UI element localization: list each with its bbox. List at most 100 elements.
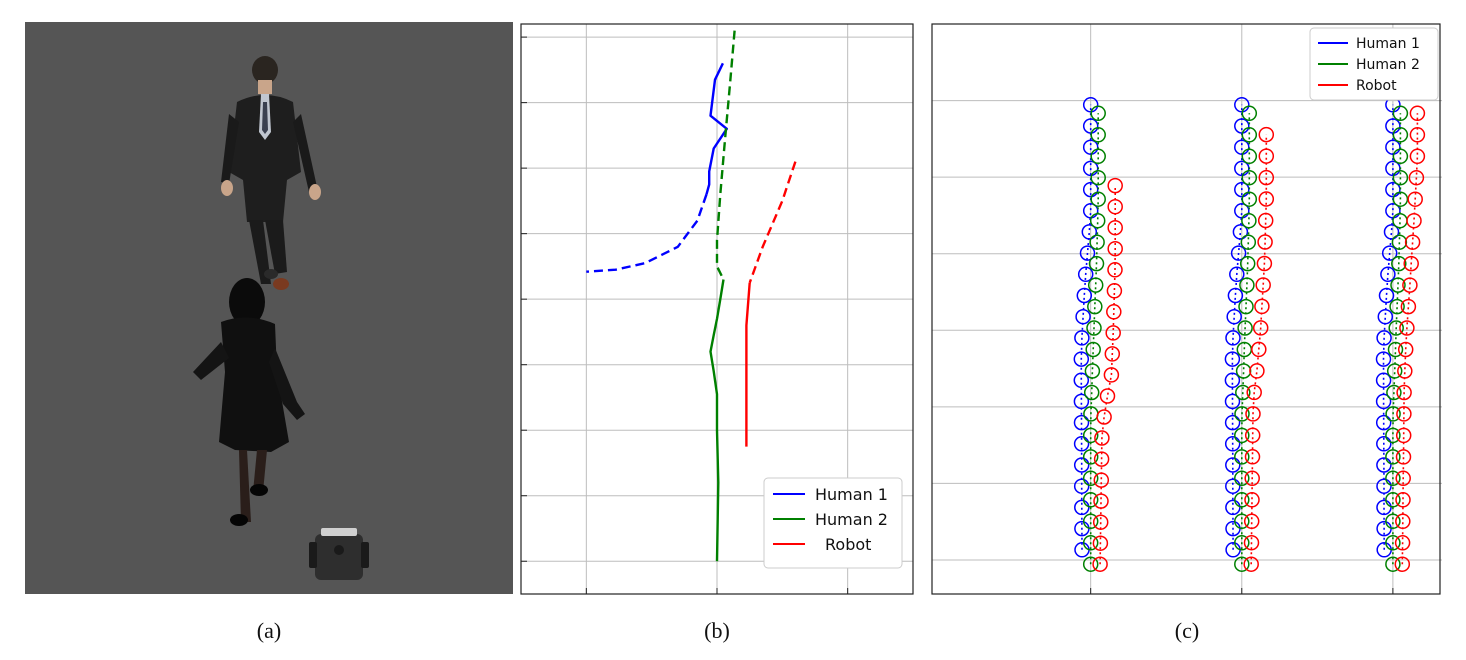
chart-c-point-human-1 xyxy=(1385,139,1401,155)
chart-c-point-human-1 xyxy=(1073,372,1090,389)
chart-c-point-human-1 xyxy=(1224,393,1241,410)
chart-c-point-human-1 xyxy=(1376,436,1392,452)
chart-c-point-robot xyxy=(1251,341,1267,358)
simulation-scene xyxy=(25,22,513,594)
chart-c-point-human-2 xyxy=(1239,255,1256,272)
chart-c-point-robot xyxy=(1243,556,1259,572)
chart-c-point-human-2 xyxy=(1386,384,1402,401)
chart-c-point-robot xyxy=(1246,384,1262,401)
chart-c-point-human-2 xyxy=(1086,320,1102,336)
chart-c-point-human-1 xyxy=(1385,181,1401,198)
chart-c-point-human-2 xyxy=(1234,556,1250,572)
chart-b-svg: Human 1 Human 2 Robot xyxy=(520,23,914,595)
chart-c-point-human-2 xyxy=(1234,406,1250,422)
chart-c-path-robot-0 xyxy=(1099,185,1116,565)
chart-c-point-robot xyxy=(1243,534,1260,551)
chart-c-point-human-2 xyxy=(1385,535,1401,551)
chart-c-point-robot xyxy=(1244,492,1260,508)
chart-c-point-robot xyxy=(1254,298,1270,315)
chart-c-point-human-2 xyxy=(1241,127,1258,143)
chart-c-legend-robot: Robot xyxy=(1356,78,1397,94)
chart-c-point-robot xyxy=(1249,363,1265,379)
chart-c-point-human-1 xyxy=(1375,414,1392,431)
chart-c-point-robot xyxy=(1093,493,1109,509)
chart-c-point-human-1 xyxy=(1376,330,1392,346)
caption-b: (b) xyxy=(704,618,730,643)
chart-c-point-robot xyxy=(1409,127,1426,143)
chart-c-point-human-1 xyxy=(1077,266,1094,283)
chart-c-point-human-1 xyxy=(1376,478,1392,494)
chart-c-point-human-1 xyxy=(1226,308,1242,325)
chart-c-point-human-2 xyxy=(1392,148,1409,165)
chart-c-legend-human1: Human 1 xyxy=(1356,36,1420,52)
chart-c-point-robot xyxy=(1106,304,1122,320)
chart-c-point-human-2 xyxy=(1385,427,1401,444)
chart-b-legend-human2: Human 2 xyxy=(815,510,888,529)
chart-c-point-human-1 xyxy=(1224,414,1241,431)
robot-figure xyxy=(309,528,369,580)
chart-b-lines xyxy=(586,30,797,562)
chart-c-point-robot xyxy=(1258,191,1275,207)
chart-c-point-human-2 xyxy=(1234,470,1250,487)
chart-b-legend-human1: Human 1 xyxy=(815,485,888,504)
chart-c-point-robot xyxy=(1093,472,1110,488)
chart-c-point-human-2 xyxy=(1392,105,1409,122)
chart-c-point-human-2 xyxy=(1392,191,1409,207)
chart-c-point-human-1 xyxy=(1073,351,1090,367)
chart-c-point-robot xyxy=(1397,341,1414,358)
chart-c-point-human-1 xyxy=(1082,181,1099,198)
chart-c-point-human-2 xyxy=(1234,513,1250,530)
chart-c-point-human-2 xyxy=(1082,427,1099,444)
chart-b-legend-box xyxy=(763,477,903,569)
chart-c-point-human-2 xyxy=(1389,298,1405,315)
chart-c-point-robot xyxy=(1244,427,1261,444)
chart-c-point-human-2 xyxy=(1087,298,1103,315)
chart-c-point-robot xyxy=(1395,513,1411,530)
chart-c-point-human-1 xyxy=(1377,308,1394,325)
chart-c-point-human-2 xyxy=(1385,449,1401,465)
chart-c-point-robot xyxy=(1408,169,1425,186)
chart-c-point-robot xyxy=(1394,556,1411,572)
chart-c-point-human-2 xyxy=(1084,363,1101,379)
chart-c-point-human-1 xyxy=(1225,457,1241,473)
human-1-figure xyxy=(221,56,321,290)
chart-c-point-human-1 xyxy=(1073,478,1090,494)
chart-c-point-robot xyxy=(1107,219,1123,236)
chart-c-point-human-2 xyxy=(1385,492,1401,508)
chart-c-grid xyxy=(932,24,1442,594)
chart-c-point-human-2 xyxy=(1234,427,1250,444)
chart-c-point-robot xyxy=(1256,255,1273,272)
chart-c-point-robot xyxy=(1257,234,1273,250)
chart-c-point-robot xyxy=(1243,513,1260,530)
chart-c-point-robot xyxy=(1396,406,1412,422)
chart-c-marks xyxy=(1073,97,1426,572)
chart-c-point-human-1 xyxy=(1375,351,1392,367)
chart-c-point-robot xyxy=(1255,277,1271,293)
chart-c-point-human-1 xyxy=(1073,414,1090,431)
chart-c-point-human-2 xyxy=(1090,127,1106,143)
chart-c-point-human-2 xyxy=(1390,277,1406,293)
chart-c-point-robot xyxy=(1399,320,1415,336)
chart-c-point-human-1 xyxy=(1376,457,1392,473)
chart-c-point-human-1 xyxy=(1076,287,1093,304)
chart-c-point-human-1 xyxy=(1376,499,1392,516)
chart-c-point-human-1 xyxy=(1074,499,1090,516)
chart-c-point-human-2 xyxy=(1234,535,1250,551)
chart-c-point-human-2 xyxy=(1085,341,1101,358)
chart-c-point-robot xyxy=(1104,346,1121,362)
chart-c-point-robot xyxy=(1107,262,1123,278)
chart-b-line-robot-solid xyxy=(745,282,751,447)
chart-c-point-human-2 xyxy=(1385,556,1401,572)
chart-c-point-robot xyxy=(1397,363,1413,379)
chart-c-point-robot xyxy=(1094,430,1110,446)
chart-c-point-human-1 xyxy=(1375,372,1392,389)
chart-c-point-robot xyxy=(1402,277,1418,293)
chart-c-legend-human2: Human 2 xyxy=(1356,57,1420,73)
chart-c-point-human-2 xyxy=(1087,277,1104,293)
chart-c-point-robot xyxy=(1404,234,1421,250)
chart-c-point-robot xyxy=(1409,148,1426,165)
chart-b-line-human2-solid xyxy=(709,279,725,562)
chart-b: Human 1 Human 2 Robot xyxy=(519,22,915,601)
chart-c: Human 1 Human 2 Robot xyxy=(930,22,1444,601)
chart-c-point-human-1 xyxy=(1234,139,1250,155)
